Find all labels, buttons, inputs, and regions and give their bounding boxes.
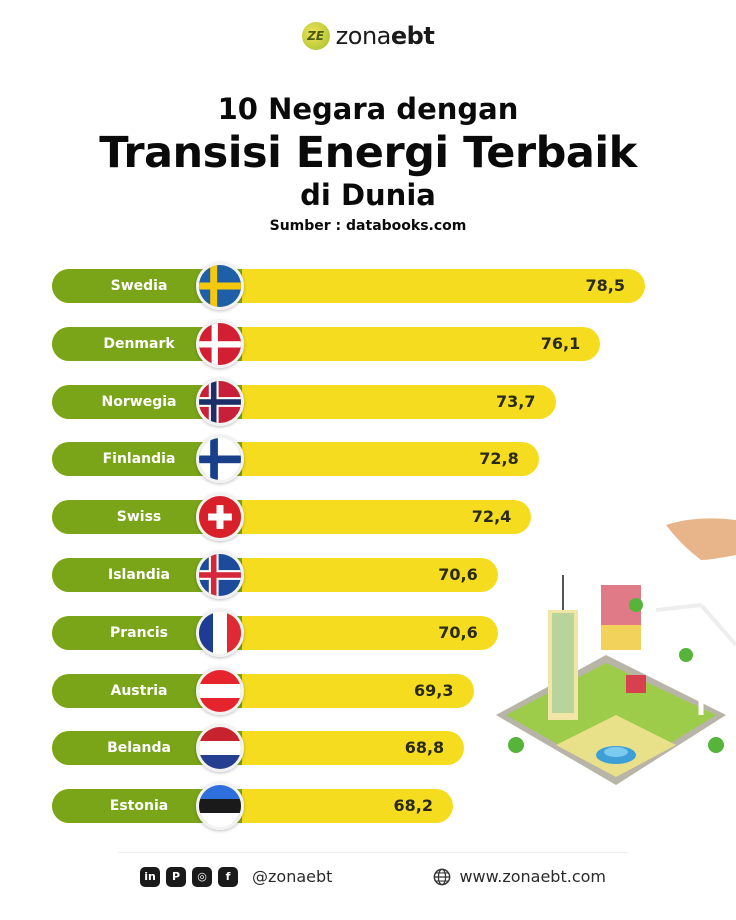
value-label: 78,5 [585,276,625,295]
city-wind-turbine-illustration [496,518,736,785]
value-label: 70,6 [438,565,478,584]
country-name: Belanda [107,740,171,756]
chart-row: Estonia 68,2 [52,782,453,830]
website-link[interactable]: www.zonaebt.com [433,867,606,886]
linkedin-icon[interactable]: in [140,866,160,887]
value-label: 68,2 [393,796,433,815]
switzerland-flag-icon [196,493,244,541]
value-label: 68,8 [404,738,445,757]
austria-flag-icon [196,667,244,715]
chart-row: Swiss 72,4 [52,493,532,541]
france-flag-icon [196,609,244,657]
iceland-flag-icon [196,551,244,599]
chart-row: Austria 69,3 [52,667,474,715]
country-name: Prancis [109,625,168,641]
zonaebt-logo-icon: ZE [301,22,330,50]
brand-name-light: zona [335,22,392,50]
country-name: Swiss [116,509,162,525]
country-name: Finlandia [102,451,176,467]
norway-flag-icon [196,378,244,426]
country-name: Austria [110,683,168,699]
source-label: Sumber : databooks.com [269,218,467,234]
country-name: Denmark [103,336,175,352]
chart-row: Prancis 70,6 [52,609,498,657]
social-links: in P ◎ f @zonaebt [140,866,333,887]
sweden-flag-icon [196,262,244,310]
estonia-flag-icon [196,782,244,830]
chart-row: Swedia 78,5 [52,262,645,310]
pinterest-icon[interactable]: P [166,866,186,887]
brand-logo: ZE zonaebt [0,22,736,50]
title-line-1: 10 Negara dengan [217,92,519,126]
chart-row: Denmark 76,1 [52,320,601,368]
instagram-icon[interactable]: ◎ [192,866,212,887]
country-name: Estonia [109,798,169,814]
country-name: Swedia [110,278,168,294]
country-name: Islandia [107,567,171,583]
value-label: 69,3 [414,681,454,700]
chart-row: Norwegia 73,7 [52,378,556,426]
chart-row: Finlandia 72,8 [52,435,539,483]
netherlands-flag-icon [196,724,244,772]
chart-row: Islandia 70,6 [52,551,498,599]
website-url: www.zonaebt.com [459,867,606,886]
chart-row: Belanda 68,8 [52,724,465,772]
value-label: 70,6 [438,623,478,642]
value-label: 72,4 [471,507,512,526]
value-label: 73,7 [496,392,536,411]
value-label: 76,1 [540,334,581,353]
footer: in P ◎ f @zonaebt www.zonaebt.com [118,852,628,900]
finland-flag-icon [196,435,244,483]
globe-icon [434,868,451,885]
title-line-2: Transisi Energi Terbaik [99,128,637,178]
social-handle[interactable]: @zonaebt [252,867,333,886]
brand-name-bold: ebt [390,22,435,50]
value-label: 72,8 [479,449,519,468]
brand-name: zonaebt [336,22,435,50]
facebook-icon[interactable]: f [218,866,238,887]
denmark-flag-icon [196,320,244,368]
country-name: Norwegia [101,394,177,410]
title-line-3: di Dunia [300,178,436,212]
